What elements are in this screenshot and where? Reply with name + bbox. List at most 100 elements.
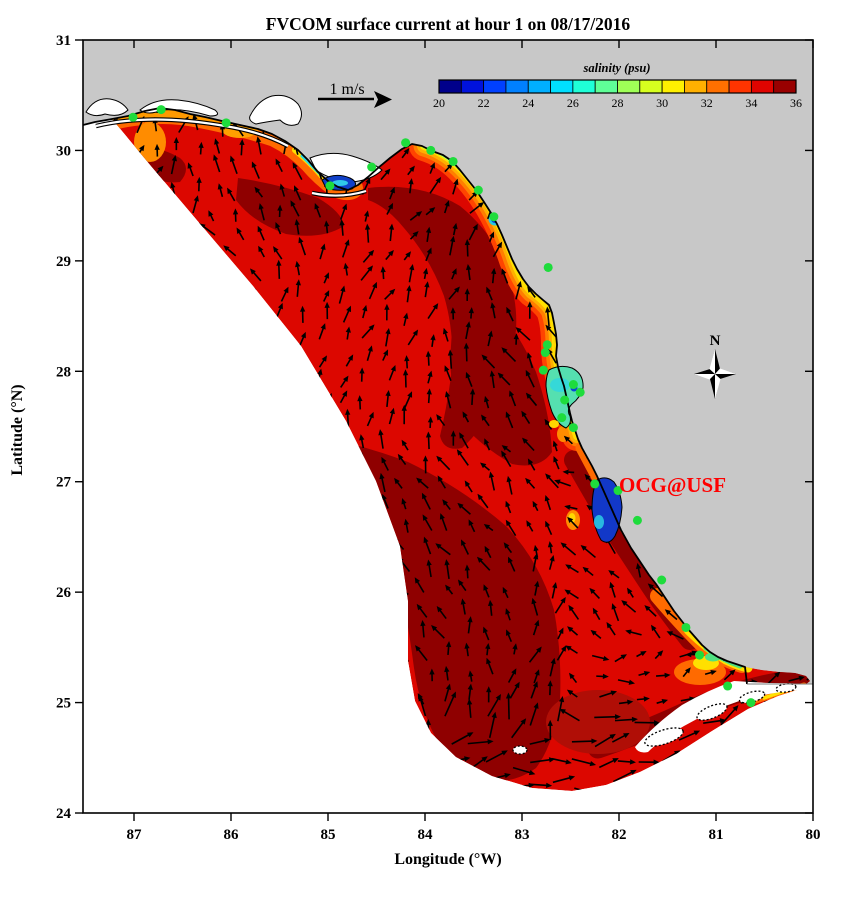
current-arrow [208,210,215,222]
current-arrow [384,303,390,321]
current-arrow [401,439,409,451]
current-arrow [481,414,490,427]
current-arrow [416,477,429,489]
station-dot [657,575,667,585]
y-tick-label: 25 [56,696,71,712]
current-arrow [590,629,602,640]
current-arrow [469,388,476,405]
estuary-detail [594,515,604,529]
current-arrow [322,290,330,302]
current-arrow [487,694,501,717]
salinity-patch [292,432,561,781]
current-arrow [368,281,377,300]
current-arrow [723,669,736,681]
current-arrow [425,350,432,366]
current-arrow [532,553,539,572]
current-arrow [214,138,221,154]
current-arrow [506,475,513,495]
colorbar-segment [594,79,618,94]
current-arrow [481,354,496,369]
current-arrow [554,596,566,614]
current-arrow [401,148,410,159]
current-arrow [486,686,492,703]
station-dot [746,698,756,708]
current-arrow [339,390,348,404]
current-arrow [465,371,473,387]
station-dot [221,118,231,128]
current-arrow [422,267,429,280]
current-arrow [407,329,419,346]
current-arrow [638,671,651,677]
current-arrow [406,285,412,303]
station-dot [325,181,335,191]
current-arrow [609,581,616,598]
current-arrow [509,390,517,407]
current-arrow [364,223,371,243]
current-arrow [339,219,345,236]
current-arrow [526,520,534,532]
current-arrow [501,347,517,362]
current-arrow [525,477,536,489]
current-arrow [565,564,579,574]
current-arrow [594,714,621,720]
current-arrow [444,683,451,702]
current-arrow [388,223,395,242]
current-arrow [625,629,642,636]
colorbar-segment [684,79,708,94]
current-arrow [505,692,512,720]
current-arrow [505,519,517,537]
barrier-island [95,118,289,147]
current-arrow [486,657,494,675]
coastal-bay [85,98,129,117]
current-arrow [567,516,579,529]
current-arrow [508,556,516,572]
y-tick-label: 29 [56,254,71,270]
current-arrow [385,389,391,407]
current-arrow [530,681,538,699]
current-arrow [382,349,389,361]
current-arrow [389,186,395,200]
current-arrow [611,603,620,622]
current-arrow [294,219,300,235]
station-dot [128,112,138,122]
current-arrow [258,203,265,221]
current-arrow [532,500,539,512]
current-arrow [608,570,620,579]
y-tick-label: 26 [56,585,72,601]
current-arrow [551,757,572,765]
colorbar-tick-label: 28 [612,96,624,110]
current-arrow [427,370,433,384]
current-arrow [257,225,265,241]
current-arrow [436,414,446,427]
x-axis-label: Longitude (°W) [394,851,501,868]
colorbar-segment [550,79,574,94]
current-arrow [563,435,573,445]
barrier-island [311,189,367,197]
current-arrow [522,437,535,452]
current-arrow [258,245,265,258]
current-arrow [525,369,535,388]
current-arrow [431,625,445,639]
current-arrow [192,195,199,214]
current-arrow [485,642,491,656]
current-arrow [505,411,514,429]
current-arrow [292,162,303,180]
current-arrow [529,738,551,745]
colorbar-segment [572,79,596,94]
current-arrow [468,519,476,533]
current-arrow [487,330,493,347]
current-arrow [477,493,489,509]
current-arrow [531,597,539,616]
colorbar-segment [728,79,752,94]
current-arrow [468,223,478,241]
station-dot [156,105,166,115]
current-arrow [467,683,473,700]
current-arrow [533,669,540,684]
colorbar-tick-label: 20 [433,96,445,110]
current-arrow [513,333,519,345]
station-dot [542,340,552,350]
current-arrow [273,246,283,260]
station-dot [723,681,733,691]
current-arrow [230,155,238,174]
current-arrow [467,739,494,745]
